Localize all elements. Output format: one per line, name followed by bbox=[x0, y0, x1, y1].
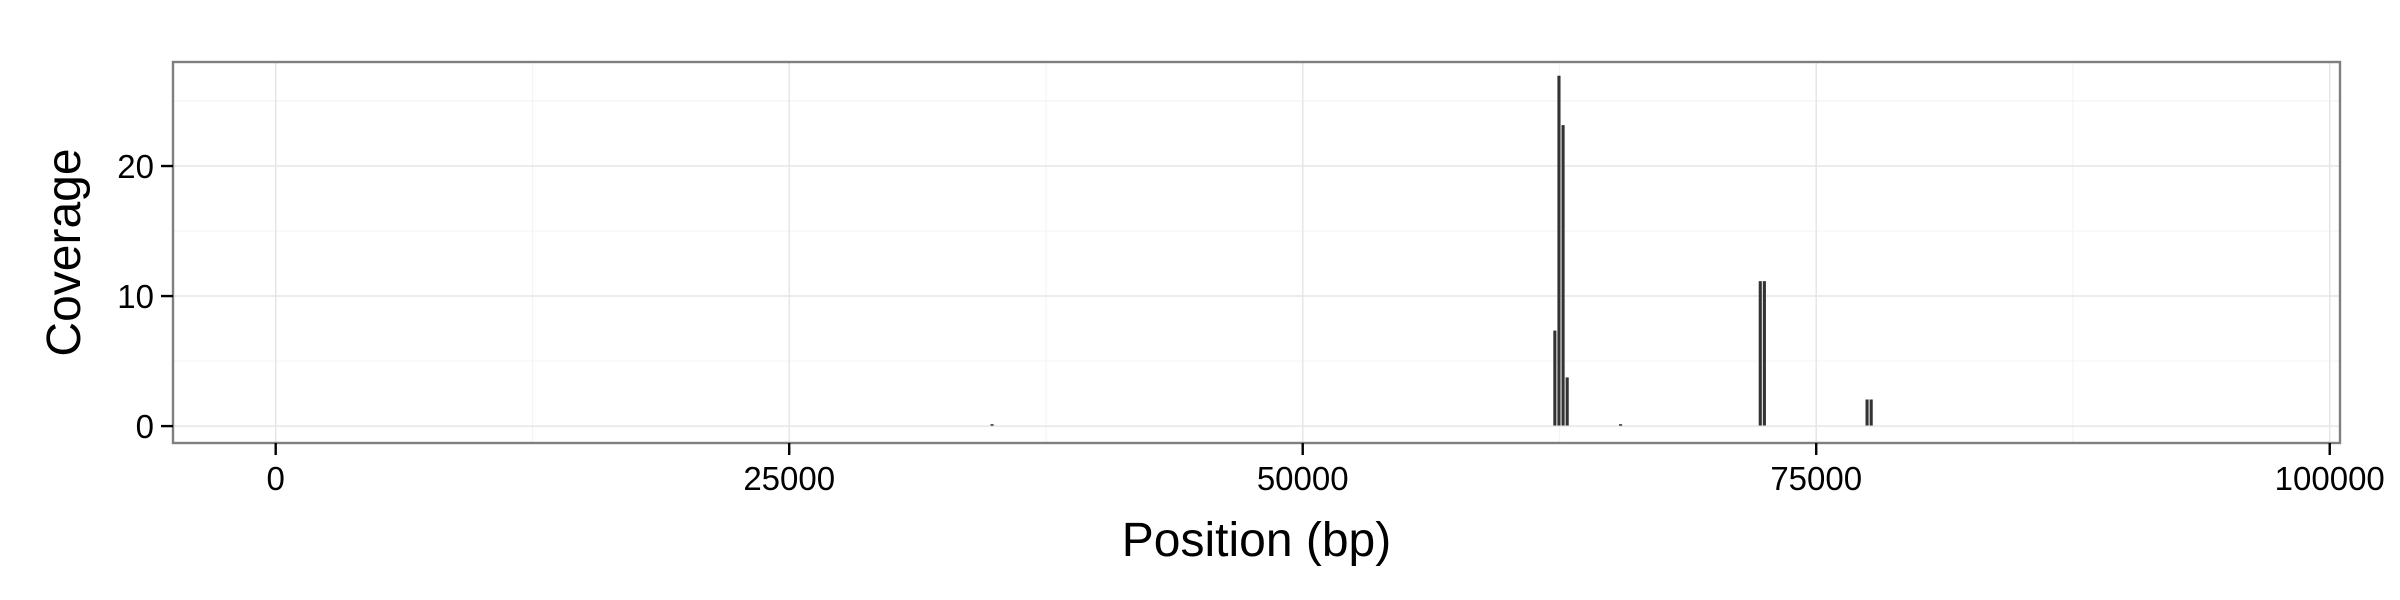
plot-panel-border bbox=[171, 60, 2342, 445]
coverage-bar bbox=[1869, 399, 1873, 426]
minor-gridlines bbox=[173, 62, 2340, 443]
x-tick-label: 50000 bbox=[1257, 460, 1349, 497]
axis-tick-labels: 0 25000 50000 75000 100000 0 10 20 bbox=[117, 148, 2385, 497]
y-axis-title: Coverage bbox=[38, 148, 91, 356]
coverage-bar bbox=[1565, 377, 1569, 426]
coverage-bar bbox=[1561, 125, 1565, 426]
x-tick-label: 0 bbox=[267, 460, 285, 497]
coverage-bar bbox=[990, 424, 994, 426]
y-tick-label: 0 bbox=[136, 408, 154, 445]
coverage-bar bbox=[1865, 399, 1869, 426]
coverage-bar bbox=[1557, 75, 1561, 426]
major-gridlines bbox=[173, 62, 2340, 443]
axis-ticks bbox=[161, 164, 2331, 455]
coverage-bar bbox=[1553, 330, 1557, 426]
coverage-bar bbox=[1762, 281, 1766, 426]
x-tick-label: 100000 bbox=[2275, 460, 2385, 497]
coverage-bar bbox=[1758, 281, 1762, 426]
coverage-bars bbox=[990, 75, 1873, 426]
x-tick-label: 75000 bbox=[1770, 460, 1862, 497]
x-axis-title: Position (bp) bbox=[1122, 514, 1391, 567]
coverage-bar bbox=[1619, 424, 1623, 426]
y-tick-label: 10 bbox=[117, 278, 154, 315]
y-tick-label: 20 bbox=[117, 148, 154, 185]
x-tick-label: 25000 bbox=[743, 460, 835, 497]
